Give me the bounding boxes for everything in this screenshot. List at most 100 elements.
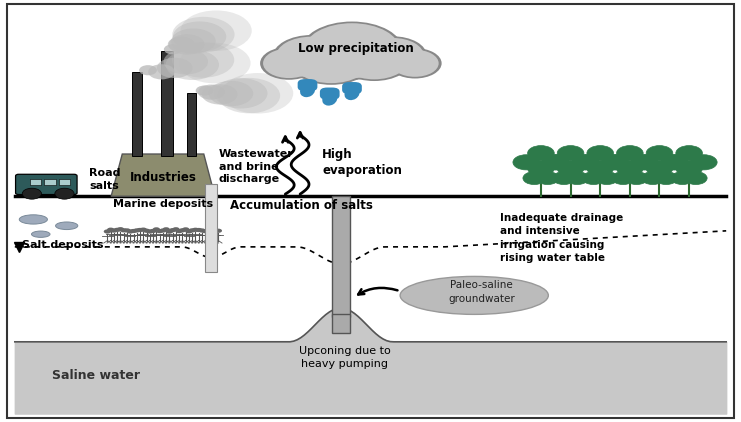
Circle shape: [359, 36, 427, 75]
Circle shape: [513, 155, 539, 170]
Circle shape: [179, 228, 186, 233]
Circle shape: [362, 38, 424, 73]
Circle shape: [671, 172, 694, 184]
Circle shape: [528, 161, 554, 176]
Circle shape: [172, 42, 234, 78]
Bar: [44, 179, 56, 185]
Circle shape: [179, 43, 250, 84]
Circle shape: [676, 161, 702, 176]
Circle shape: [676, 146, 702, 161]
Circle shape: [198, 84, 225, 100]
Circle shape: [648, 163, 671, 176]
Circle shape: [602, 155, 628, 170]
Text: Inadequate drainage
and intensive
irrigation causing
rising water table: Inadequate drainage and intensive irriga…: [500, 213, 623, 263]
Circle shape: [290, 38, 373, 85]
Ellipse shape: [56, 222, 78, 230]
Circle shape: [173, 22, 226, 52]
Bar: [187, 93, 196, 156]
Text: Salt deposits: Salt deposits: [22, 240, 104, 250]
Circle shape: [123, 228, 130, 233]
Circle shape: [617, 161, 643, 176]
Text: Accumulation of salts: Accumulation of salts: [230, 199, 373, 212]
Bar: [205, 184, 217, 272]
Circle shape: [559, 163, 582, 176]
Circle shape: [214, 78, 268, 108]
Circle shape: [113, 228, 121, 232]
Circle shape: [557, 146, 584, 161]
Circle shape: [185, 229, 193, 233]
Circle shape: [646, 146, 673, 161]
Circle shape: [208, 229, 216, 233]
Circle shape: [202, 229, 209, 233]
Circle shape: [182, 227, 190, 232]
Circle shape: [209, 81, 253, 106]
Circle shape: [572, 155, 599, 170]
Circle shape: [263, 49, 315, 78]
Circle shape: [169, 34, 205, 54]
Circle shape: [301, 22, 403, 80]
Circle shape: [542, 155, 569, 170]
Circle shape: [523, 172, 545, 184]
Circle shape: [530, 163, 552, 176]
Text: Low precipitation: Low precipitation: [298, 42, 413, 55]
Circle shape: [612, 172, 634, 184]
Circle shape: [661, 155, 688, 170]
Circle shape: [293, 39, 370, 83]
Circle shape: [582, 172, 605, 184]
Bar: [30, 179, 41, 185]
Circle shape: [589, 163, 611, 176]
Circle shape: [107, 227, 114, 232]
Circle shape: [655, 172, 677, 184]
Circle shape: [661, 155, 688, 170]
Circle shape: [273, 35, 350, 79]
Text: Saline water: Saline water: [52, 369, 140, 382]
Bar: [332, 196, 350, 316]
Circle shape: [196, 86, 213, 96]
Circle shape: [596, 172, 618, 184]
Circle shape: [181, 11, 252, 51]
Circle shape: [136, 228, 144, 232]
Circle shape: [602, 155, 628, 170]
Circle shape: [631, 155, 658, 170]
Text: Industries: Industries: [130, 171, 196, 184]
Circle shape: [619, 163, 641, 176]
Circle shape: [218, 78, 280, 114]
Circle shape: [173, 17, 235, 52]
Circle shape: [157, 58, 193, 78]
Circle shape: [164, 44, 182, 54]
Circle shape: [199, 228, 206, 233]
Circle shape: [276, 37, 347, 77]
Circle shape: [22, 188, 41, 199]
Circle shape: [188, 228, 196, 233]
Circle shape: [171, 28, 216, 54]
Text: Wastewater
and brine
discharge: Wastewater and brine discharge: [219, 149, 293, 184]
Circle shape: [587, 146, 614, 161]
Polygon shape: [111, 154, 215, 196]
FancyBboxPatch shape: [16, 174, 77, 195]
Circle shape: [169, 228, 176, 232]
Circle shape: [143, 229, 150, 233]
Circle shape: [587, 161, 614, 176]
Text: Marine deposits: Marine deposits: [113, 199, 213, 209]
Circle shape: [553, 172, 575, 184]
Circle shape: [55, 188, 74, 199]
Circle shape: [166, 230, 173, 234]
FancyBboxPatch shape: [320, 87, 339, 100]
Circle shape: [260, 47, 318, 80]
Circle shape: [153, 227, 160, 232]
Circle shape: [625, 172, 648, 184]
Circle shape: [642, 172, 664, 184]
Circle shape: [211, 228, 219, 233]
Circle shape: [391, 50, 439, 77]
Bar: [59, 179, 70, 185]
Circle shape: [176, 229, 183, 233]
Circle shape: [222, 73, 293, 114]
Circle shape: [164, 49, 208, 74]
Circle shape: [192, 227, 199, 232]
Circle shape: [646, 161, 673, 176]
Ellipse shape: [322, 93, 337, 106]
Circle shape: [139, 65, 157, 75]
Circle shape: [133, 228, 141, 233]
FancyBboxPatch shape: [298, 79, 317, 91]
Circle shape: [130, 229, 137, 233]
